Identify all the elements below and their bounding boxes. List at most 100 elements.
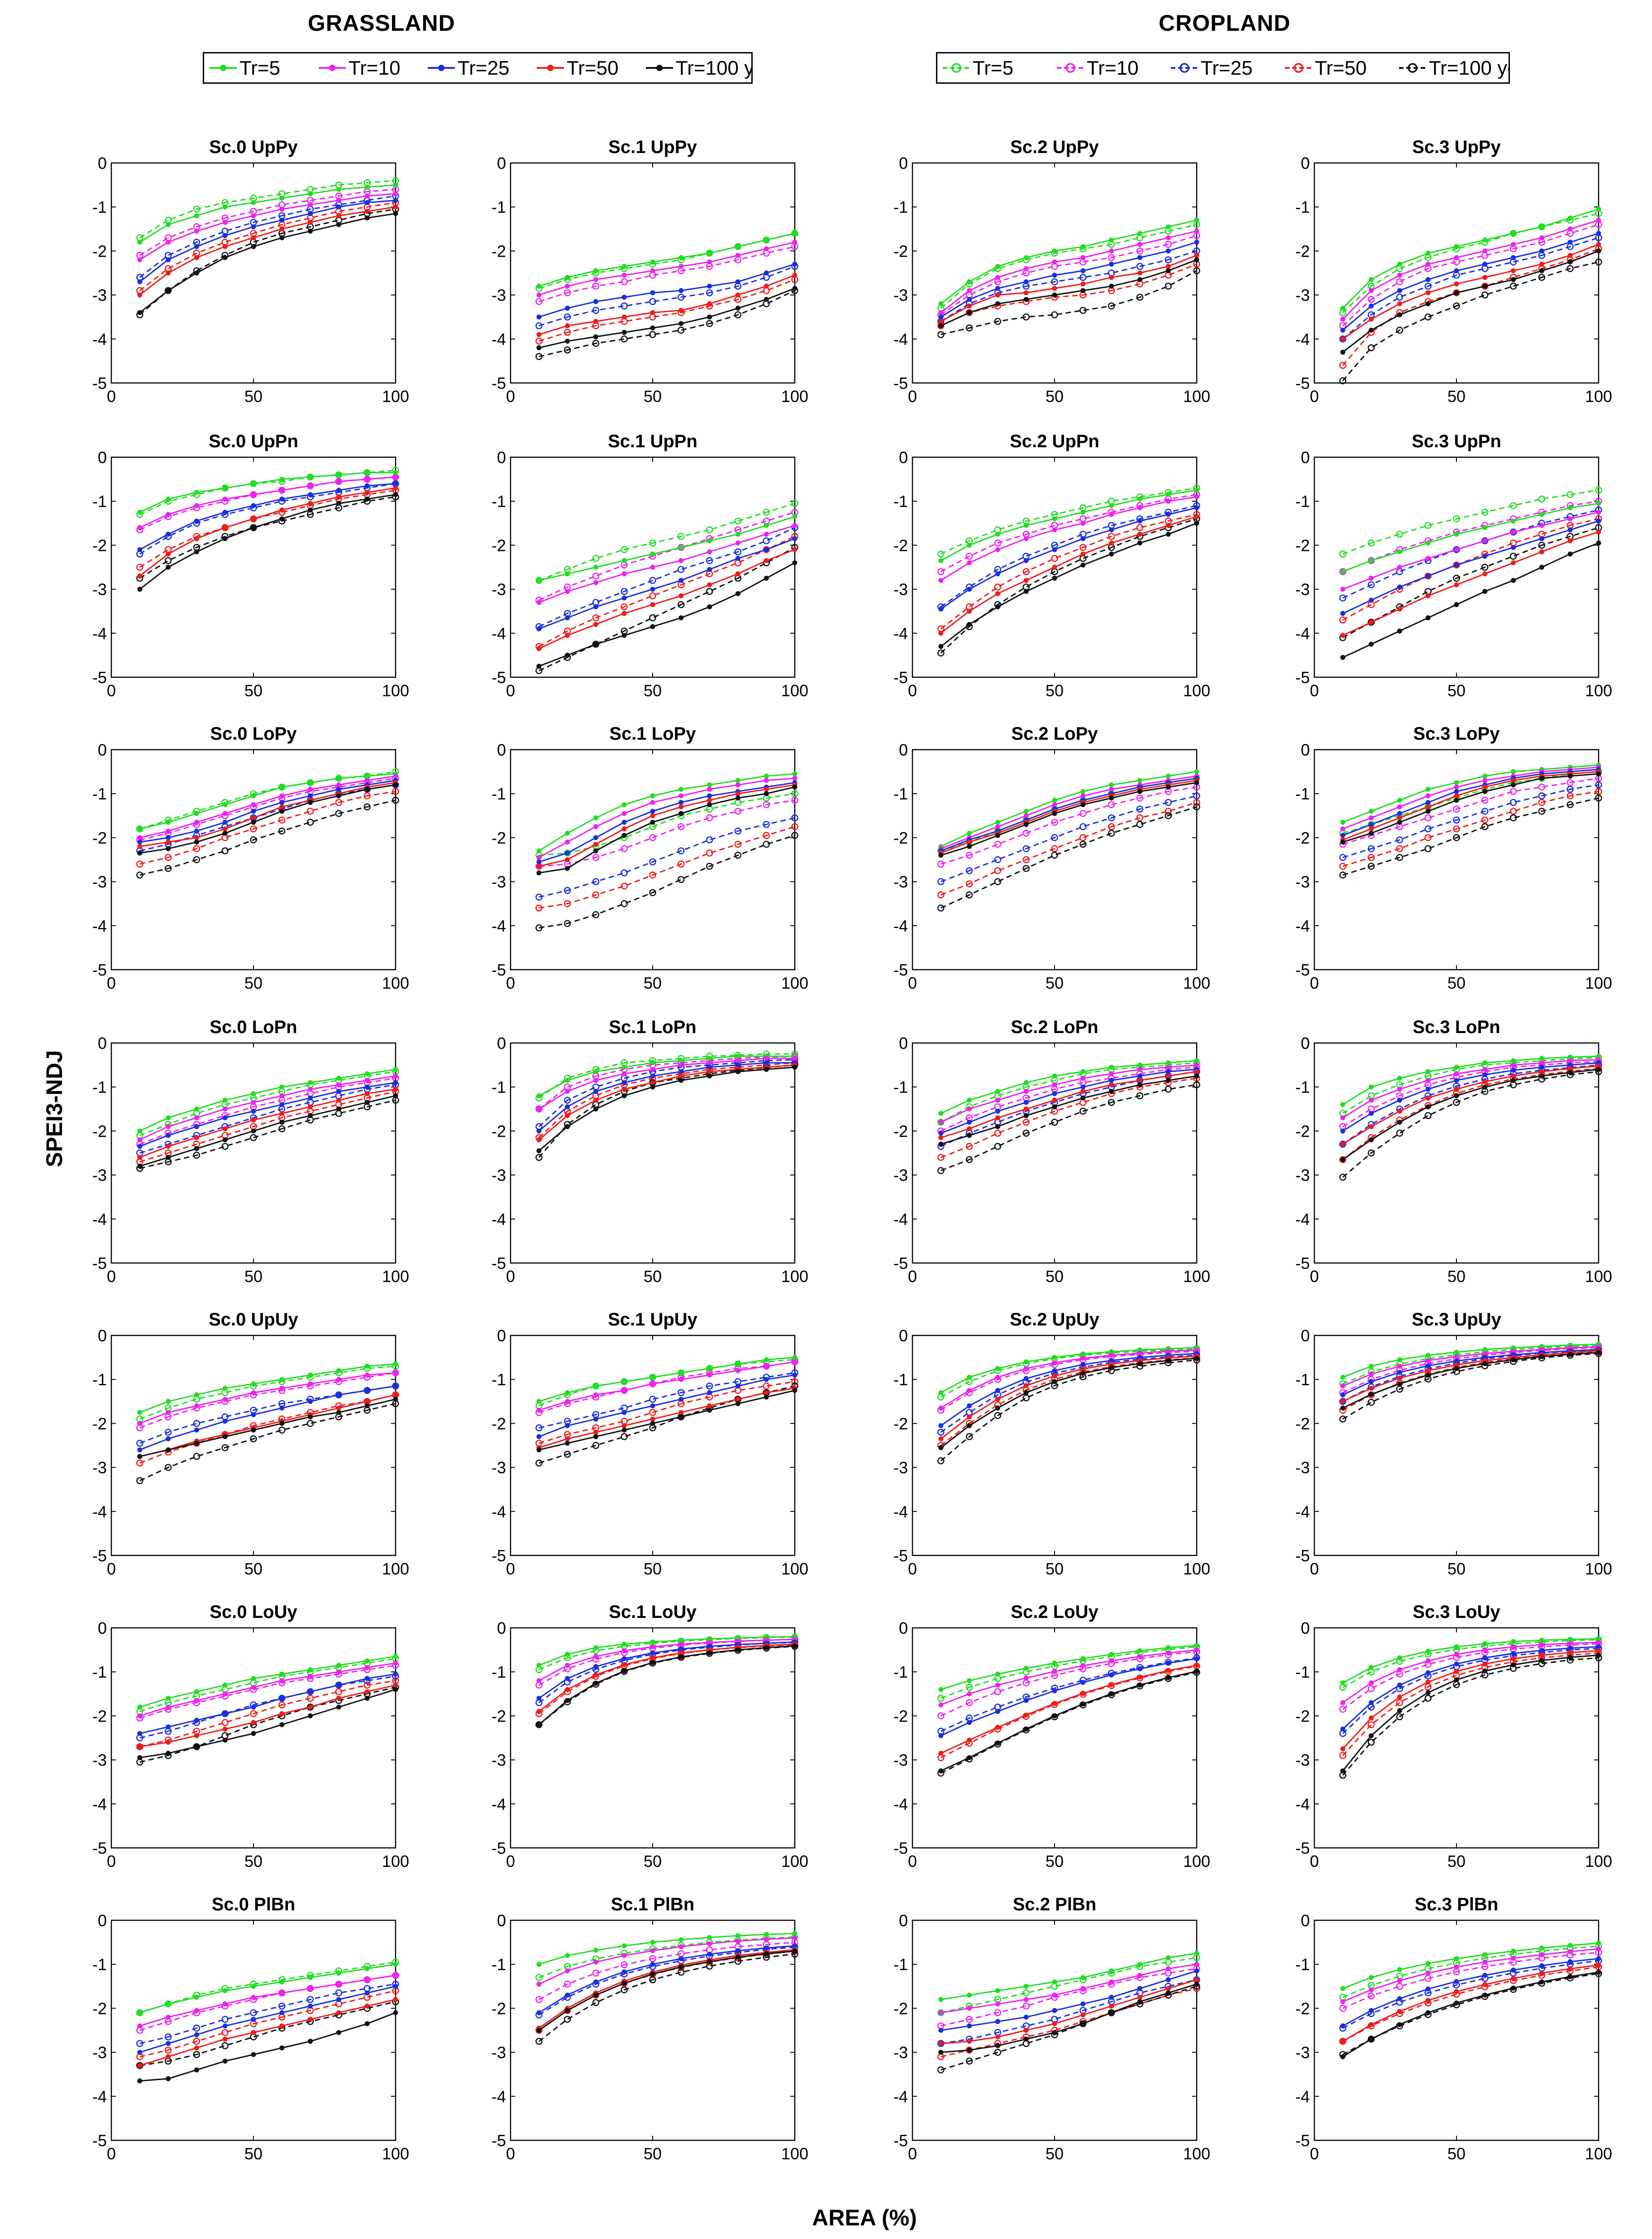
data-point [593, 848, 598, 854]
data-point [1425, 262, 1431, 267]
data-point [137, 839, 143, 845]
data-point [308, 1986, 313, 1991]
data-point [1397, 1708, 1402, 1713]
data-point [1567, 1646, 1573, 1651]
data-point-open [1367, 618, 1375, 626]
data-point [1109, 1353, 1114, 1358]
y-tick-label: -1 [893, 492, 908, 511]
data-point [1109, 503, 1114, 508]
data-point [194, 1146, 199, 1151]
data-point-open [1193, 803, 1200, 811]
grassland-series-line [941, 1064, 1197, 1123]
x-tick-label: 100 [382, 1852, 409, 1871]
grassland-series-line [539, 1361, 795, 1411]
data-point [222, 2001, 228, 2007]
data-point [967, 303, 972, 309]
grassland-series-line [139, 1684, 396, 1747]
data-point [565, 588, 570, 594]
y-tick-label: -1 [1295, 1370, 1310, 1389]
y-tick-label: -4 [492, 1210, 506, 1229]
data-point-open [621, 869, 628, 876]
y-tick-label: -3 [492, 2043, 506, 2062]
data-point [565, 1953, 570, 1958]
data-point [678, 545, 684, 550]
grassland-series-line [940, 516, 1197, 634]
y-tick-label: -2 [92, 828, 107, 847]
y-tick-label: -4 [1295, 917, 1310, 935]
data-point-open [221, 1444, 229, 1451]
data-point-open [278, 2002, 286, 2010]
grassland-series-line [941, 496, 1197, 581]
data-point [137, 1713, 143, 1718]
data-point [707, 798, 712, 803]
data-point [251, 200, 256, 205]
data-point [1080, 1366, 1086, 1372]
grassland-series-line [139, 1999, 396, 2067]
data-point [1052, 565, 1057, 570]
data-point [1397, 1694, 1402, 1700]
data-point-open [965, 1684, 973, 1691]
data-point-open [1136, 524, 1144, 531]
data-point [1511, 1073, 1516, 1079]
y-tick-label: 0 [98, 1619, 107, 1637]
data-point [1052, 1373, 1057, 1378]
data-point [1052, 1082, 1057, 1087]
data-point-open [1367, 1738, 1375, 1746]
grassland-series-line [139, 1655, 396, 1708]
data-point [336, 488, 341, 493]
data-point [308, 1113, 313, 1118]
grassland-series-line [1342, 1942, 1599, 1990]
data-point [364, 1990, 370, 1995]
cropland-series-line [139, 1990, 396, 2057]
data-point-open [965, 1433, 973, 1440]
data-point [251, 213, 256, 219]
data-point [650, 1962, 655, 1967]
data-point [621, 833, 627, 838]
grassland-series-line [941, 489, 1197, 561]
data-point-open [193, 1453, 201, 1460]
data-point [1425, 1086, 1431, 1092]
data-point [1137, 518, 1142, 524]
data-point [1482, 789, 1488, 794]
data-point [1369, 277, 1374, 282]
x-tick-label: 0 [107, 387, 116, 406]
data-point-open [164, 1429, 172, 1436]
data-point [1080, 268, 1086, 273]
data-point-open [791, 814, 798, 822]
data-point [1340, 1405, 1346, 1411]
cropland-series-line [941, 1077, 1197, 1158]
data-point [336, 204, 341, 210]
data-point-open [1396, 854, 1404, 861]
data-point [194, 1733, 199, 1738]
grassland-series-line [941, 1970, 1197, 2031]
data-point [166, 2076, 171, 2081]
data-point [1369, 558, 1374, 563]
data-point [938, 631, 944, 636]
data-point [222, 1386, 228, 1391]
plot-frame [110, 162, 396, 384]
cropland-series-line [1342, 1652, 1599, 1756]
data-point [1539, 1952, 1544, 1957]
data-point-open [1022, 1119, 1030, 1126]
x-tick-label: 0 [506, 974, 515, 992]
data-point [678, 1414, 684, 1420]
data-point [678, 793, 684, 799]
y-tick-label: -4 [1295, 1210, 1310, 1229]
data-point [279, 1696, 285, 1701]
data-point [1397, 301, 1402, 306]
data-point [621, 595, 627, 601]
data-point [995, 1124, 1000, 1129]
data-point [593, 1664, 598, 1670]
data-point [1369, 809, 1374, 814]
data-point [593, 1392, 598, 1397]
data-point [621, 1656, 627, 1661]
data-point [995, 1097, 1000, 1103]
data-point [1052, 798, 1057, 803]
y-tick-label: -4 [92, 330, 107, 349]
data-point-open [535, 1424, 543, 1431]
y-tick-label: -1 [1295, 1663, 1310, 1681]
data-point [336, 1405, 341, 1411]
grassland-series-line [139, 1963, 396, 2014]
cropland-series-line [139, 1091, 396, 1163]
